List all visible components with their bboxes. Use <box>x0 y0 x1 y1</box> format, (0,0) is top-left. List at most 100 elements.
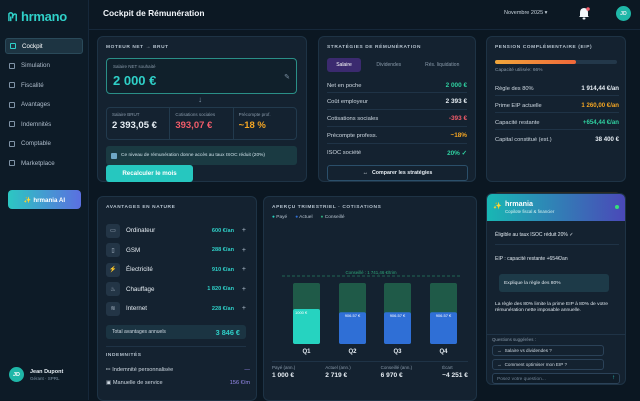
info-icon <box>111 152 117 159</box>
avantage-value: 600 €/an <box>211 227 234 234</box>
indemnite-value: — <box>244 367 250 373</box>
compare-button[interactable]: ↔ Comparer les stratégies <box>327 165 468 181</box>
x-tick-label: Q3 <box>393 349 402 355</box>
receipt-icon <box>9 121 15 127</box>
suggestion-chip[interactable]: → Salaire vs dividendes ? <box>492 345 604 356</box>
sidebar-item-cockpit[interactable]: Cockpit <box>5 38 83 54</box>
strategy-tabs: Salaire Dividendes Rés. liquidation <box>327 58 468 72</box>
bell-icon[interactable] <box>578 7 590 20</box>
avantage-row[interactable]: ⚡ Électricité 910 €/an + <box>106 262 246 277</box>
chat-input-placeholder: Posez votre question... <box>497 376 546 382</box>
avantage-value: 910 €/an <box>211 266 234 273</box>
indemnite-row: ▣ Manuelle de service 156 €/m <box>106 380 250 386</box>
avantage-label: Électricité <box>126 266 153 274</box>
suggestions-label: Questions suggérées : <box>492 337 536 342</box>
flame-icon: ♨ <box>106 282 120 297</box>
avantage-row[interactable]: ▭ Ordinateur 600 €/an + <box>106 223 246 238</box>
add-icon[interactable]: + <box>241 285 246 293</box>
indemnite-text: Manuelle de service <box>112 380 163 386</box>
avantage-row[interactable]: ≋ Internet 228 €/an + <box>106 301 246 316</box>
assistant-card: ✨ hrmania Copilote fiscal & financier Él… <box>486 193 626 385</box>
sidebar: hrmano Cockpit Simulation Fiscalité Avan… <box>0 0 89 400</box>
arrow-right-icon: → <box>497 362 502 367</box>
edit-icon[interactable]: ✎ <box>284 74 290 81</box>
eip-row: Règle des 80% 1 914,44 €/an <box>495 85 619 92</box>
actuel-bar <box>384 312 411 344</box>
header-avatar[interactable]: JD <box>616 6 631 21</box>
row-value: -393 € <box>448 115 467 122</box>
card-title: APERÇU TRIMESTRIEL · COTISATIONS <box>272 205 382 210</box>
avantage-value: 1 820 €/an <box>207 286 234 293</box>
stat-value: 6 970 € <box>380 372 403 379</box>
online-status-icon <box>615 205 619 209</box>
add-icon[interactable]: + <box>241 266 246 274</box>
suggestion-chip[interactable]: → Comment optimiser mon EIP ? <box>492 359 604 370</box>
stat-value: 1 000 € <box>272 372 294 379</box>
sidebar-item-label: Comptable <box>21 140 51 147</box>
cotisations-label: Cotisations sociales <box>175 112 216 117</box>
row-label: Cotisations sociales <box>327 115 379 122</box>
tab-liquidation[interactable]: Rés. liquidation <box>425 62 460 68</box>
brand-logo[interactable]: hrmano <box>8 9 67 24</box>
assistant-message: La règle des 80% limite la prime EIP à 8… <box>495 302 608 314</box>
avantage-label: Chauffage <box>126 285 155 293</box>
row-label: Coût employeur <box>327 98 368 105</box>
tab-dividendes[interactable]: Dividendes <box>376 62 402 68</box>
sidebar-item-marketplace[interactable]: Marketplace <box>5 155 83 171</box>
row-label: Net en poche <box>327 82 362 89</box>
stat-label: Conseillé (ann.) <box>380 365 413 370</box>
moteur-card: MOTEUR NET → BRUT Salaire NET souhaité 2… <box>97 36 307 182</box>
user-role: Gérant · SPRL <box>30 375 60 381</box>
send-icon[interactable]: ↑ <box>612 375 615 381</box>
tab-salaire[interactable]: Salaire <box>327 58 361 72</box>
suggestion-text: Comment optimiser mon EIP ? <box>504 362 568 367</box>
legend-item: ● Conseillé <box>321 215 345 220</box>
divider <box>106 346 246 347</box>
net-input[interactable]: Salaire NET souhaité 2 000 € ✎ <box>106 58 297 94</box>
indemnite-label: ▣ Manuelle de service <box>106 380 163 386</box>
stat-label: Actuel (ann.) <box>325 365 351 370</box>
stat-value: ~4 251 € <box>442 372 468 379</box>
divider <box>495 95 619 96</box>
sidebar-item-avantages[interactable]: Avantages <box>5 97 83 113</box>
total-value: 3 846 € <box>215 327 240 337</box>
stat-item: Écart ~4 251 € <box>442 365 468 379</box>
sidebar-item-comptable[interactable]: Comptable <box>5 136 83 152</box>
bolt-icon: ⚡ <box>106 262 120 277</box>
sidebar-item-fiscalite[interactable]: Fiscalité <box>5 77 83 93</box>
sidebar-item-indemnites[interactable]: Indemnités <box>5 116 83 132</box>
brut-cell: Salaire BRUT 2 393,05 € <box>107 108 171 139</box>
eip-row: Prime EIP actuelle 1 260,00 €/an <box>495 102 619 109</box>
indemnite-label: ✏ Indemnité personnalisée <box>106 367 173 373</box>
legend-dot: ● <box>295 215 299 220</box>
avantage-label: Internet <box>126 305 147 313</box>
add-icon[interactable]: + <box>241 246 246 254</box>
month-selector[interactable]: Novembre 2025 ▾ <box>504 10 547 16</box>
add-icon[interactable]: + <box>241 227 246 234</box>
divider <box>327 92 467 93</box>
strategy-row: ISOC société 20% ✓ <box>327 149 467 157</box>
ai-button[interactable]: ✨ hrmania AI <box>8 190 81 209</box>
avantage-row[interactable]: ♨ Chauffage 1 820 €/an + <box>106 282 246 297</box>
avatar: JD <box>9 367 24 382</box>
strategy-row: Précompte profess. ~18% <box>327 132 467 139</box>
legend-label: Actuel <box>299 215 313 220</box>
user-profile[interactable]: JD Jean Dupont Gérant · SPRL <box>9 367 63 382</box>
avantage-row[interactable]: ▯ GSM 288 €/an + <box>106 243 246 258</box>
chart-legend: ● Payé ● Actuel ● Conseillé <box>272 215 345 220</box>
row-label: Capital constitué (est.) <box>495 136 552 143</box>
store-icon <box>9 160 15 166</box>
sidebar-item-label: Cockpit <box>22 42 43 50</box>
divider <box>272 361 468 362</box>
divider <box>327 143 467 144</box>
chat-input[interactable]: Posez votre question... ↑ <box>492 373 620 384</box>
sidebar-item-simulation[interactable]: Simulation <box>5 58 83 74</box>
assistant-name: hrmania <box>505 199 533 208</box>
add-icon[interactable]: + <box>241 305 246 313</box>
sidebar-item-label: Indemnités <box>21 120 52 128</box>
laptop-icon: ▭ <box>106 223 120 238</box>
row-label: Capacité restante <box>495 119 540 126</box>
legend-item: ● Actuel <box>295 215 312 220</box>
recalculate-button[interactable]: Recalculer le mois <box>106 165 193 182</box>
net-label: Salaire NET souhaité <box>113 64 156 69</box>
